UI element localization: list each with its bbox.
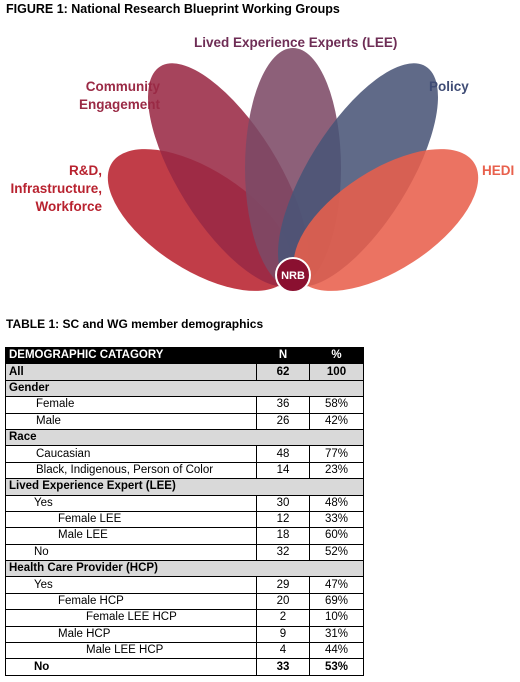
header-pct: % [309, 346, 364, 365]
label-rd-line2: Infrastructure, [10, 181, 102, 196]
row-n: 30 [256, 494, 310, 512]
petal-hedi [293, 149, 479, 291]
demographics-table: DEMOGRAPHIC CATAGORY N % All 62 100 Gend… [5, 346, 364, 676]
section-label: Lived Experience Expert (LEE) [5, 478, 364, 496]
label-community: Community Engagement [76, 78, 160, 114]
section-label: Health Care Provider (HCP) [5, 560, 364, 578]
row-pct: 60% [309, 527, 364, 545]
row-label: Female [5, 396, 257, 414]
section-row: Gender [5, 379, 364, 398]
row-n: 9 [256, 625, 310, 644]
nrb-petal-diagram: NRB Lived Experience Experts (LEE) Commu… [0, 20, 520, 305]
row-pct: 52% [309, 543, 364, 562]
row-pct: 44% [309, 642, 364, 660]
row-n: 2 [256, 609, 310, 627]
row-n: 26 [256, 412, 310, 430]
table-row: Female LEE 12 33% [5, 510, 364, 529]
table-row: Caucasian 48 77% [5, 445, 364, 463]
row-pct: 31% [309, 625, 364, 644]
table-row: Yes 29 47% [5, 576, 364, 594]
row-n: 48 [256, 445, 310, 463]
row-pct: 48% [309, 494, 364, 512]
section-row: Health Care Provider (HCP) [5, 560, 364, 578]
row-n: 36 [256, 396, 310, 414]
label-rd: R&D, Infrastructure, Workforce [4, 162, 102, 216]
row-n: 12 [256, 510, 310, 529]
row-pct: 42% [309, 412, 364, 430]
table-header-row: DEMOGRAPHIC CATAGORY N % [5, 346, 364, 365]
row-n: 20 [256, 592, 310, 611]
table-row: No 32 52% [5, 543, 364, 562]
table-row: Yes 30 48% [5, 494, 364, 512]
table-row: Male HCP 9 31% [5, 625, 364, 644]
row-n: 32 [256, 543, 310, 562]
table-row: Male LEE HCP 4 44% [5, 642, 364, 660]
row-n: 18 [256, 527, 310, 545]
row-n: 62 [256, 363, 310, 381]
label-hedi: HEDI [482, 163, 515, 178]
section-label: Gender [5, 379, 364, 398]
table-title: TABLE 1: SC and WG member demographics [6, 317, 264, 331]
row-pct: 77% [309, 445, 364, 463]
petal-diagram-svg: NRB [107, 48, 479, 293]
table-row: Female 36 58% [5, 396, 364, 414]
table-row: Female LEE HCP 2 10% [5, 609, 364, 627]
label-rd-line1: R&D, [69, 163, 102, 178]
row-label: Black, Indigenous, Person of Color [5, 461, 257, 480]
row-label: Female HCP [5, 592, 257, 611]
row-pct: 53% [309, 658, 364, 676]
label-community-line1: Community [85, 79, 160, 94]
row-pct: 47% [309, 576, 364, 594]
row-label: Male LEE [5, 527, 257, 545]
section-label: Race [5, 428, 364, 447]
row-label: Male HCP [5, 625, 257, 644]
table-row: Male LEE 18 60% [5, 527, 364, 545]
row-pct: 58% [309, 396, 364, 414]
header-n: N [256, 346, 310, 365]
label-rd-line3: Workforce [35, 199, 102, 214]
row-pct: 33% [309, 510, 364, 529]
row-n: 33 [256, 658, 310, 676]
row-pct: 10% [309, 609, 364, 627]
table-row: Black, Indigenous, Person of Color 14 23… [5, 461, 364, 480]
row-pct: 23% [309, 461, 364, 480]
section-row: Lived Experience Expert (LEE) [5, 478, 364, 496]
row-label: Male [5, 412, 257, 430]
row-label: Male LEE HCP [5, 642, 257, 660]
header-category: DEMOGRAPHIC CATAGORY [5, 346, 257, 365]
row-pct: 69% [309, 592, 364, 611]
row-label: Yes [5, 576, 257, 594]
row-label: Yes [5, 494, 257, 512]
row-label: Caucasian [5, 445, 257, 463]
table-row: All 62 100 [5, 363, 364, 381]
table-row: No 33 53% [5, 658, 364, 676]
row-label: No [5, 543, 257, 562]
row-label: Female LEE [5, 510, 257, 529]
row-pct: 100 [309, 363, 364, 381]
section-row: Race [5, 428, 364, 447]
row-label: No [5, 658, 257, 676]
row-n: 29 [256, 576, 310, 594]
label-community-line2: Engagement [78, 97, 160, 112]
table-row: Female HCP 20 69% [5, 592, 364, 611]
row-n: 14 [256, 461, 310, 480]
row-label: Female LEE HCP [5, 609, 257, 627]
label-lee: Lived Experience Experts (LEE) [194, 35, 398, 50]
row-label: All [5, 363, 257, 381]
nrb-center-label: NRB [281, 270, 305, 282]
label-policy: Policy [429, 79, 469, 94]
nrb-center-circle [275, 257, 311, 293]
row-n: 4 [256, 642, 310, 660]
figure-title: FIGURE 1: National Research Blueprint Wo… [6, 2, 340, 16]
table-row: Male 26 42% [5, 412, 364, 430]
